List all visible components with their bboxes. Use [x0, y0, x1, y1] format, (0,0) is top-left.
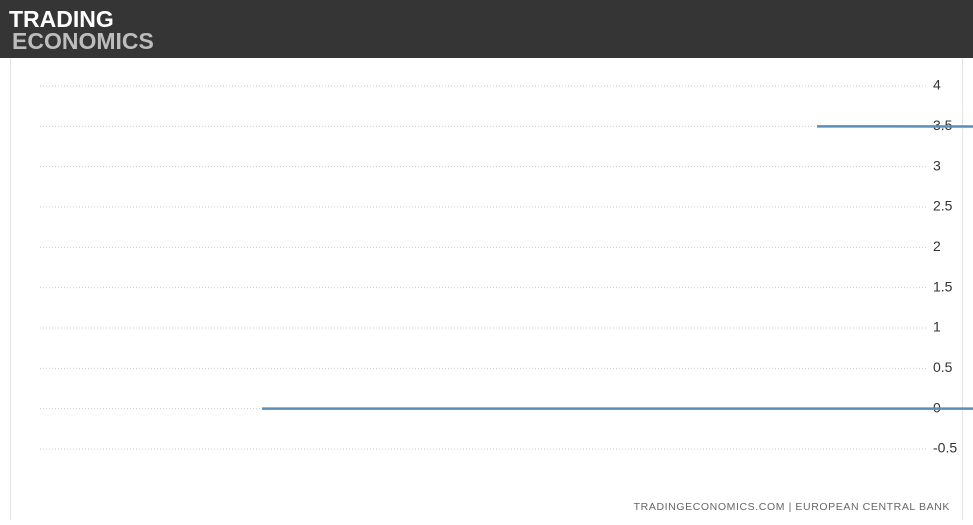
y-tick-label: 2.5	[933, 198, 953, 214]
logo-bottom: ECONOMICS	[12, 28, 154, 54]
y-tick-label: 1	[933, 319, 941, 335]
data-line	[262, 125, 973, 410]
y-tick-label: 1.5	[933, 278, 953, 294]
y-tick-label: 0	[933, 399, 941, 415]
y-tick-label: 3	[933, 157, 941, 173]
y-tick-label: 0.5	[933, 359, 953, 375]
logo-top: TRADING	[9, 6, 114, 32]
y-tick-label: 2	[933, 238, 941, 254]
y-tick-label: -0.5	[933, 440, 957, 456]
header-bar	[0, 0, 973, 58]
y-tick-label: 3.5	[933, 117, 953, 133]
y-tick-label: 4	[933, 77, 941, 93]
source: TRADINGECONOMICS.COM | EUROPEAN CENTRAL …	[634, 501, 950, 513]
